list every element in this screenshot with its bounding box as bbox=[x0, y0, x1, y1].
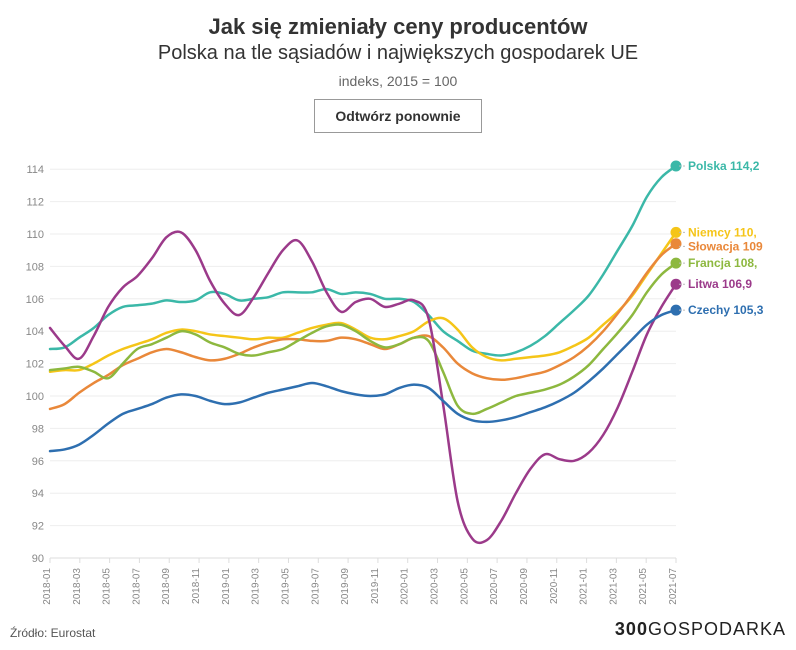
series-label-francja: Francja 108, bbox=[688, 256, 757, 270]
x-axis-label: 2018-07 bbox=[131, 568, 142, 605]
x-axis-label: 2019-03 bbox=[251, 568, 262, 605]
y-axis-label: 96 bbox=[32, 456, 44, 468]
x-axis-label: 2019-11 bbox=[370, 568, 381, 604]
x-axis-label: 2021-05 bbox=[638, 568, 649, 605]
chart-title: Jak się zmieniały ceny producentów bbox=[10, 14, 786, 40]
chart-svg: 90 92 94 96 98 100 102 104 106 108 110 112 114 2018-0… bbox=[10, 143, 786, 613]
chart-subtitle: Polska na tle sąsiadów i największych go… bbox=[10, 42, 786, 65]
y-axis-label: 112 bbox=[26, 197, 44, 209]
series-label-niemcy: Niemcy 110, bbox=[688, 225, 757, 239]
y-axis-label: 114 bbox=[26, 164, 44, 176]
x-axis-label: 2020-03 bbox=[430, 568, 441, 605]
line-chart: 90 92 94 96 98 100 102 104 106 108 110 112 114 2018-0… bbox=[10, 143, 786, 613]
x-axis-label: 2018-11 bbox=[191, 568, 202, 604]
series-label-slowacja: Słowacja 109 bbox=[688, 239, 763, 253]
series-polska bbox=[50, 166, 676, 356]
x-axis-label: 2019-01 bbox=[221, 568, 232, 605]
y-axis-label: 100 bbox=[26, 391, 44, 403]
x-axis-label: 2018-01 bbox=[42, 568, 53, 605]
y-axis-label: 102 bbox=[26, 359, 44, 371]
x-axis-label: 2018-05 bbox=[102, 568, 113, 605]
y-axis-label: 104 bbox=[26, 326, 44, 338]
series-end-marker-slowacja bbox=[671, 238, 682, 249]
replay-button[interactable]: Odtwórz ponownie bbox=[314, 99, 481, 133]
x-axis-label: 2019-09 bbox=[340, 568, 351, 605]
source-label: Źródło: Eurostat bbox=[10, 626, 95, 640]
y-axis-label: 94 bbox=[32, 488, 44, 500]
x-axis-label: 2020-01 bbox=[400, 568, 411, 605]
x-axis-label: 2020-05 bbox=[459, 568, 470, 605]
series-label-polska: Polska 114,2 bbox=[688, 159, 760, 173]
x-axis-label: 2018-03 bbox=[72, 568, 83, 605]
y-axis-label: 90 bbox=[32, 553, 44, 565]
y-axis-label: 108 bbox=[26, 261, 44, 273]
y-axis-label: 110 bbox=[26, 229, 44, 241]
x-axis-label: 2019-07 bbox=[310, 568, 321, 605]
x-axis-label: 2019-05 bbox=[280, 568, 291, 605]
y-axis-label: 98 bbox=[32, 423, 44, 435]
x-axis-label: 2021-07 bbox=[668, 568, 679, 605]
y-axis-label: 106 bbox=[26, 294, 44, 306]
x-axis-label: 2020-07 bbox=[489, 568, 500, 605]
index-note: indeks, 2015 = 100 bbox=[10, 73, 786, 89]
x-axis-label: 2020-09 bbox=[519, 568, 530, 605]
x-axis-label: 2020-11 bbox=[549, 568, 560, 604]
series-label-czechy: Czechy 105,3 bbox=[688, 303, 764, 317]
x-axis-label: 2021-01 bbox=[579, 568, 590, 605]
series-label-litwa: Litwa 106,9 bbox=[688, 277, 752, 291]
x-axis-label: 2018-09 bbox=[161, 568, 172, 605]
brand-logo: 300GOSPODARKA bbox=[615, 619, 786, 640]
x-axis-label: 2021-03 bbox=[608, 568, 619, 605]
series-francja bbox=[50, 263, 676, 414]
y-axis-label: 92 bbox=[32, 521, 44, 533]
